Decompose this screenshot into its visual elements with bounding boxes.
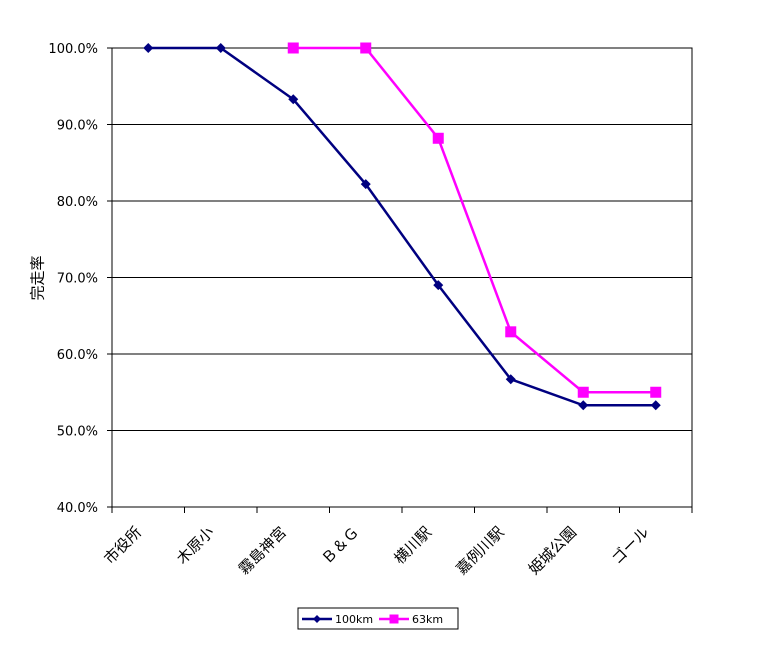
series-line	[148, 46, 656, 407]
series-lines	[143, 42, 662, 411]
legend-marker	[313, 615, 321, 623]
legend-label: 100km	[335, 613, 373, 626]
data-point-square	[505, 326, 517, 338]
y-axis-title: 完走率	[29, 255, 47, 300]
y-tick-label: 60.0%	[57, 348, 98, 363]
x-category-label: Ｂ＆Ｇ	[318, 523, 363, 568]
grid-lines	[107, 47, 692, 508]
data-point-square	[287, 42, 299, 54]
y-tick-label: 100.0%	[48, 42, 98, 57]
data-point-diamond	[433, 280, 444, 291]
data-point-square	[432, 132, 444, 144]
x-tick-marks	[111, 507, 693, 513]
x-category-labels: 市役所 木原小 霧島神宮 Ｂ＆Ｇ 横川駅 嘉例川駅 姫城公園 ゴール	[101, 523, 653, 578]
data-point-diamond	[578, 400, 589, 411]
x-category-label: 横川駅	[391, 523, 436, 568]
y-tick-label: 70.0%	[57, 272, 98, 287]
x-category-label: 霧島神宮	[235, 523, 290, 578]
data-point-diamond	[360, 179, 371, 190]
series-line	[293, 46, 656, 394]
series-63km	[287, 42, 662, 398]
x-category-label: 姫城公園	[525, 523, 580, 578]
legend-label: 63km	[412, 613, 443, 626]
data-point-square	[360, 42, 372, 54]
x-category-label: 嘉例川駅	[452, 523, 507, 578]
data-point-diamond	[215, 43, 226, 53]
x-category-label: 木原小	[173, 523, 218, 568]
legend-box	[297, 607, 459, 630]
data-point-diamond	[288, 94, 299, 105]
y-tick-label: 40.0%	[57, 501, 98, 516]
legend-marker	[389, 614, 399, 624]
data-point-square	[577, 386, 589, 398]
data-point-diamond	[505, 374, 516, 385]
data-point-square	[650, 386, 662, 398]
x-category-label: ゴール	[608, 523, 653, 568]
y-tick-label: 50.0%	[57, 425, 98, 440]
legend: 100km 63km	[297, 607, 459, 630]
x-category-label: 市役所	[101, 523, 146, 568]
series-100km	[143, 43, 661, 411]
data-point-diamond	[143, 43, 154, 53]
data-point-diamond	[650, 400, 661, 411]
y-tick-labels: 40.0% 50.0% 60.0% 70.0% 80.0% 90.0% 100.0%	[48, 42, 98, 516]
y-tick-label: 90.0%	[57, 119, 98, 134]
y-tick-label: 80.0%	[57, 195, 98, 210]
